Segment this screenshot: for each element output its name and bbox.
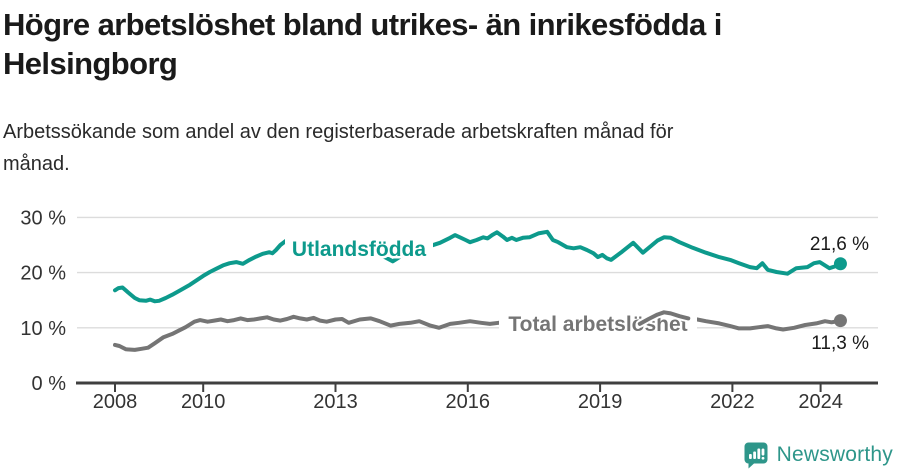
newsworthy-logo-text: Newsworthy: [776, 443, 893, 466]
x-tick-label: 2024: [798, 391, 843, 413]
y-tick-label: 30 %: [20, 207, 66, 229]
page-title-line-2: Helsingborg: [3, 46, 178, 81]
end-value-total-arbetsloshet: 11,3 %: [811, 333, 869, 354]
total-arbetsloshet-line: [113, 310, 843, 352]
chart-subtitle: Arbetssökande som andel av den registerb…: [3, 116, 673, 180]
y-tick-label: 0 %: [32, 373, 67, 395]
x-tick-label: 2008: [93, 391, 138, 413]
y-tick-label: 20 %: [20, 263, 66, 285]
end-dot-utlandsfodda: [833, 257, 847, 271]
total-line-covid-bump: [637, 310, 691, 326]
page-title: Högre arbetslöshet bland utrikes- än inr…: [3, 5, 722, 83]
x-tick-label: 2022: [710, 391, 755, 413]
end-dot-total-arbetsloshet: [833, 314, 847, 328]
chart-subtitle-line-1: Arbetssökande som andel av den registerb…: [3, 121, 674, 143]
end-value-utlandsfodda: 21,6 %: [810, 234, 869, 255]
total-label-backdrop: [499, 314, 697, 338]
x-tick-label: 2013: [313, 391, 358, 413]
x-tick-label: 2016: [446, 391, 491, 413]
series-label-utlandsfodda: Utlandsfödda: [292, 238, 426, 261]
x-tick-label: 2019: [578, 391, 623, 413]
y-tick-label: 10 %: [20, 318, 66, 340]
chart-subtitle-line-2: månad.: [3, 153, 70, 175]
x-tick-label: 2010: [181, 391, 226, 413]
speech-bubble-bar-chart-icon: [744, 442, 768, 469]
page-title-line-1: Högre arbetslöshet bland utrikes- än inr…: [3, 7, 722, 42]
utlandsfodda-label-backdrop: [285, 234, 433, 257]
newsworthy-logo: Newsworthy: [743, 441, 893, 469]
utlandsfodda-line: [113, 229, 843, 304]
